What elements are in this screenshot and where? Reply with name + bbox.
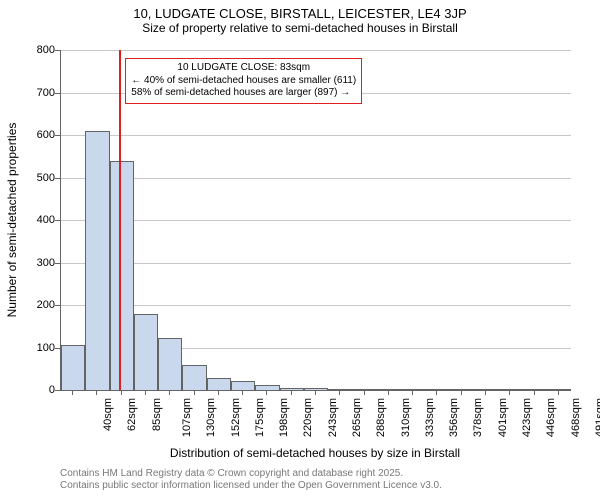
x-tick [121, 390, 122, 395]
histogram-bar [255, 385, 279, 390]
x-tick [218, 390, 219, 395]
x-tick-label: 198sqm [278, 398, 290, 437]
y-tick [55, 135, 60, 136]
x-tick-label: 310sqm [400, 398, 412, 437]
histogram-bar [498, 389, 522, 390]
histogram-bar [547, 389, 571, 390]
histogram-bar [352, 389, 376, 390]
y-axis-title: Number of semi-detached properties [5, 123, 19, 318]
histogram-bar [110, 161, 134, 391]
x-tick [145, 390, 146, 395]
x-tick-label: 265sqm [351, 398, 363, 437]
x-tick-label: 446sqm [545, 398, 557, 437]
annotation-box: 10 LUDGATE CLOSE: 83sqm ← 40% of semi-de… [125, 58, 362, 104]
x-tick [315, 390, 316, 395]
y-tick [55, 348, 60, 349]
x-tick [485, 390, 486, 395]
x-tick [169, 390, 170, 395]
grid-line [61, 263, 571, 264]
grid-line [61, 305, 571, 306]
footer-line: Contains HM Land Registry data © Crown c… [60, 468, 442, 480]
x-axis-title: Distribution of semi-detached houses by … [60, 446, 570, 460]
x-tick [266, 390, 267, 395]
histogram-bar [450, 389, 474, 390]
footer-line: Contains public sector information licen… [60, 480, 442, 492]
x-tick [72, 390, 73, 395]
y-tick-label: 0 [25, 384, 55, 396]
x-tick [364, 390, 365, 395]
x-tick-label: 356sqm [448, 398, 460, 437]
y-tick-label: 800 [25, 44, 55, 56]
chart-subtitle: Size of property relative to semi-detach… [0, 21, 600, 39]
y-tick-label: 600 [25, 129, 55, 141]
x-tick-label: 288sqm [375, 398, 387, 437]
grid-line [61, 220, 571, 221]
y-tick-label: 300 [25, 257, 55, 269]
y-tick [55, 305, 60, 306]
histogram-bar [158, 338, 182, 390]
y-tick-label: 700 [25, 87, 55, 99]
x-tick [412, 390, 413, 395]
x-tick-label: 333sqm [424, 398, 436, 437]
y-tick-label: 200 [25, 299, 55, 311]
histogram-bar [328, 389, 352, 390]
grid-line [61, 178, 571, 179]
x-tick-label: 62sqm [126, 398, 138, 431]
y-tick [55, 390, 60, 391]
x-tick [509, 390, 510, 395]
y-tick [55, 263, 60, 264]
x-tick [534, 390, 535, 395]
y-tick [55, 50, 60, 51]
y-tick [55, 178, 60, 179]
annotation-line: 10 LUDGATE CLOSE: 83sqm [131, 62, 356, 75]
y-tick-label: 400 [25, 214, 55, 226]
x-tick [96, 390, 97, 395]
chart-title: 10, LUDGATE CLOSE, BIRSTALL, LEICESTER, … [0, 0, 600, 21]
chart-container: 10, LUDGATE CLOSE, BIRSTALL, LEICESTER, … [0, 0, 600, 500]
annotation-line: 58% of semi-detached houses are larger (… [131, 87, 356, 100]
histogram-bar [134, 314, 158, 391]
x-tick-label: 468sqm [570, 398, 582, 437]
histogram-bar [425, 389, 449, 390]
histogram-bar [61, 345, 85, 390]
y-tick-label: 100 [25, 342, 55, 354]
histogram-bar [231, 381, 255, 390]
histogram-bar [207, 378, 231, 390]
footer: Contains HM Land Registry data © Crown c… [60, 468, 442, 492]
marker-line [119, 50, 121, 390]
x-tick-label: 423sqm [521, 398, 533, 437]
x-tick [291, 390, 292, 395]
y-tick [55, 220, 60, 221]
x-tick [461, 390, 462, 395]
x-tick [339, 390, 340, 395]
x-tick [194, 390, 195, 395]
x-tick-label: 378sqm [473, 398, 485, 437]
y-tick [55, 93, 60, 94]
histogram-bar [401, 389, 425, 390]
x-tick-label: 40sqm [102, 398, 114, 431]
histogram-bar [85, 131, 109, 390]
x-tick-label: 107sqm [181, 398, 193, 437]
x-tick-label: 220sqm [303, 398, 315, 437]
x-tick-label: 152sqm [230, 398, 242, 437]
x-tick [558, 390, 559, 395]
histogram-bar [280, 388, 304, 390]
x-tick [436, 390, 437, 395]
x-tick-label: 85sqm [151, 398, 163, 431]
grid-line [61, 50, 571, 51]
annotation-line: ← 40% of semi-detached houses are smalle… [131, 75, 356, 88]
x-tick-label: 130sqm [205, 398, 217, 437]
x-tick-label: 243sqm [327, 398, 339, 437]
histogram-bar [522, 389, 546, 390]
x-tick-label: 175sqm [254, 398, 266, 437]
histogram-bar [377, 389, 401, 390]
x-tick [388, 390, 389, 395]
histogram-bar [182, 365, 206, 391]
x-tick-label: 491sqm [594, 398, 600, 437]
plot-area: 10 LUDGATE CLOSE: 83sqm ← 40% of semi-de… [60, 50, 571, 391]
y-tick-label: 500 [25, 172, 55, 184]
x-tick-label: 401sqm [497, 398, 509, 437]
grid-line [61, 135, 571, 136]
x-tick [242, 390, 243, 395]
